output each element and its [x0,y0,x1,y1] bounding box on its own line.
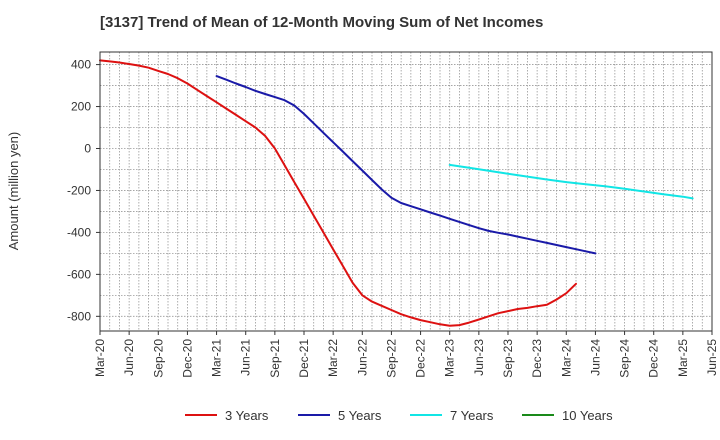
legend-label: 7 Years [450,408,494,423]
x-tick-label: Dec-20 [180,339,194,378]
x-tick-label: Jun-21 [239,339,253,376]
x-tick-label: Mar-25 [676,339,690,377]
x-tick-label: Jun-20 [122,339,136,376]
legend-label: 10 Years [562,408,613,423]
x-axis-ticks: Mar-20 Jun-20 Sep-20 Dec-20 Mar-21 Jun-21 Sep-… [93,331,719,378]
x-tick-label: Dec-23 [530,339,544,378]
legend-label: 5 Years [338,408,382,423]
y-tick-label: 400 [71,58,91,72]
x-tick-label: Sep-21 [268,339,282,378]
series-line-5-years [215,75,597,255]
x-tick-label: Sep-22 [384,339,398,378]
y-axis-ticks: 400 200 0 -200 -400 -600 -800 [67,58,100,323]
y-tick-label: 0 [84,141,91,155]
series-line-3-years [99,59,577,327]
x-tick-label: Jun-24 [588,339,602,376]
x-tick-label: Mar-21 [210,339,224,377]
legend-label: 3 Years [225,408,269,423]
x-tick-label: Sep-20 [151,339,165,378]
x-tick-label: Jun-23 [472,339,486,376]
series-lines [99,59,694,327]
x-tick-label: Mar-20 [93,339,107,377]
y-tick-label: -800 [67,309,91,323]
x-tick-label: Jun-22 [355,339,369,376]
legend: 3 Years 5 Years 7 Years 10 Years [185,408,613,423]
chart-title: [3137] Trend of Mean of 12-Month Moving … [100,14,544,31]
x-tick-label: Jun-25 [705,339,719,376]
x-tick-label: Dec-22 [414,339,428,378]
x-tick-label: Sep-23 [501,339,515,378]
series-line-7-years [448,163,694,200]
y-tick-label: 200 [71,100,91,114]
x-tick-label: Mar-24 [559,339,573,377]
y-tick-label: -600 [67,267,91,281]
grid-lines [100,52,712,331]
x-tick-label: Dec-21 [297,339,311,378]
x-tick-label: Mar-23 [443,339,457,377]
x-tick-label: Mar-22 [326,339,340,377]
plot-area-frame [99,51,713,332]
y-tick-label: -400 [67,225,91,239]
y-tick-label: -200 [67,183,91,197]
y-axis-title: Amount (million yen) [6,132,21,251]
x-tick-label: Dec-24 [647,339,661,378]
x-tick-label: Sep-24 [618,339,632,378]
